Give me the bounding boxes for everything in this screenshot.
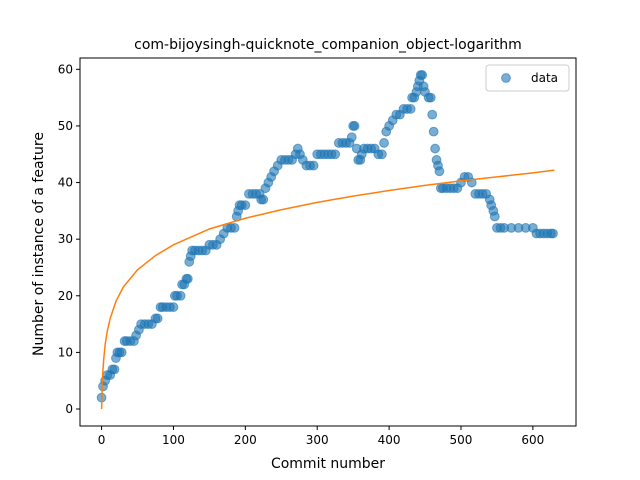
data-point [430,143,441,154]
x-tick-label: 0 [98,433,106,447]
x-tick-label: 500 [450,433,473,447]
y-axis: 0 10 20 30 40 50 60 [58,62,80,416]
legend-marker-data [501,73,511,83]
data-point [405,104,416,114]
data-point [330,149,341,160]
y-tick-label: 60 [58,62,73,76]
plot-area [79,57,577,427]
data-point [258,194,269,205]
legend-label-data: data [531,71,558,85]
legend: data [485,64,570,92]
data-point [152,313,163,324]
x-tick-label: 300 [306,433,329,447]
x-tick-label: 200 [234,433,257,447]
x-axis: 0 100 200 300 400 500 600 [98,426,544,447]
data-point [349,121,360,131]
y-tick-label: 0 [65,402,73,416]
data-point [489,211,500,222]
y-axis-label: Number of instance of a feature [31,132,47,356]
chart-title: com-bijoysingh-quicknote_companion_objec… [134,37,522,53]
data-point [182,273,193,284]
x-tick-label: 600 [521,433,544,447]
data-point [379,138,389,148]
data-point [175,290,186,301]
data-point [548,228,558,239]
legend-box [485,64,570,92]
y-tick-label: 50 [58,119,73,133]
y-tick-label: 30 [58,232,73,246]
data-point [428,126,439,137]
data-point [434,166,445,177]
y-tick-label: 20 [58,289,73,303]
data-point [308,160,319,171]
y-tick-label: 40 [58,176,73,190]
x-tick-label: 100 [162,433,185,447]
data-point [427,109,438,120]
data-point [346,132,357,143]
fit-line [100,169,555,410]
data-point [417,70,428,80]
data-point [168,302,179,313]
data-point [377,149,387,160]
x-axis-label: Commit number [271,456,385,472]
data-point [229,222,240,233]
data-point [425,92,436,103]
data-point [240,200,251,211]
data-point [109,364,120,375]
y-tick-label: 10 [58,345,73,359]
axes-frame [79,57,577,427]
data-point [116,347,127,358]
x-tick-label: 400 [378,433,401,447]
